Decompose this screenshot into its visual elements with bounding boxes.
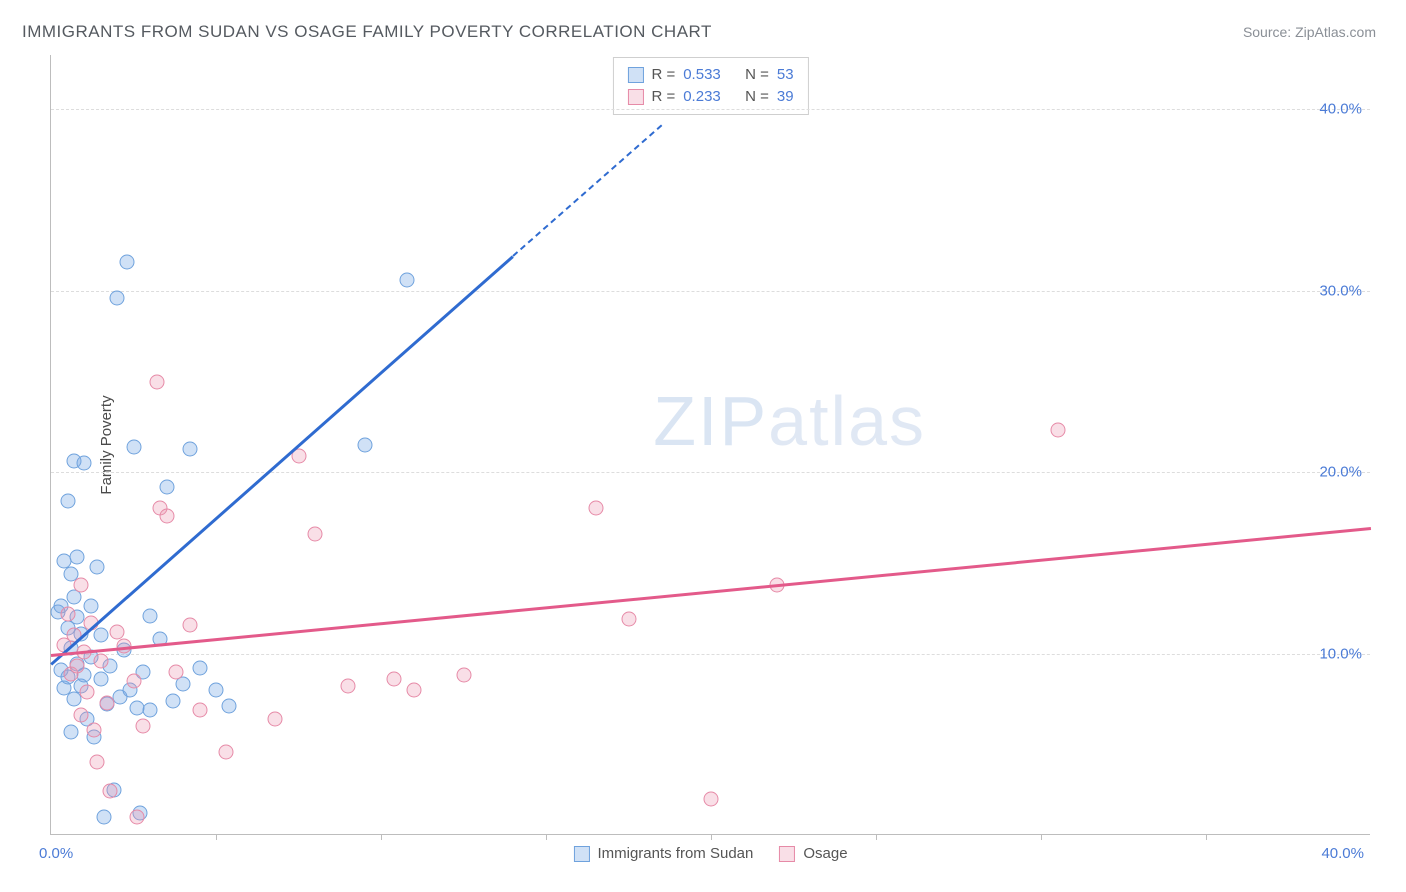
data-point [166, 693, 181, 708]
data-point [169, 664, 184, 679]
data-point [110, 291, 125, 306]
data-point [100, 695, 115, 710]
data-point [93, 672, 108, 687]
data-point [110, 624, 125, 639]
legend-item-sudan: Immigrants from Sudan [573, 845, 753, 862]
data-point [73, 708, 88, 723]
x-tick [1041, 834, 1042, 840]
x-tick [876, 834, 877, 840]
y-axis-label: Family Poverty [98, 395, 115, 494]
swatch-osage [627, 89, 643, 105]
gridline [51, 291, 1370, 292]
data-point [704, 791, 719, 806]
data-point [60, 606, 75, 621]
gridline [51, 654, 1370, 655]
swatch-sudan [573, 846, 589, 862]
data-point [1050, 423, 1065, 438]
x-tick [1206, 834, 1207, 840]
data-point [60, 494, 75, 509]
data-point [70, 550, 85, 565]
data-point [93, 653, 108, 668]
data-point [192, 661, 207, 676]
data-point [90, 755, 105, 770]
gridline [51, 109, 1370, 110]
data-point [387, 672, 402, 687]
x-tick [216, 834, 217, 840]
legend-row-sudan: R = 0.533 N = 53 [627, 64, 793, 86]
data-point [149, 374, 164, 389]
data-point [63, 724, 78, 739]
data-point [588, 501, 603, 516]
series-legend: Immigrants from Sudan Osage [573, 845, 847, 862]
data-point [192, 702, 207, 717]
source-label: Source: ZipAtlas.com [1243, 24, 1376, 40]
data-point [268, 711, 283, 726]
trend-line [512, 124, 662, 256]
data-point [73, 577, 88, 592]
data-point [83, 599, 98, 614]
data-point [308, 526, 323, 541]
swatch-osage [779, 846, 795, 862]
x-tick [711, 834, 712, 840]
data-point [222, 699, 237, 714]
data-point [182, 441, 197, 456]
watermark: ZIPatlas [653, 381, 926, 461]
data-point [621, 612, 636, 627]
data-point [400, 272, 415, 287]
data-point [103, 784, 118, 799]
x-tick [381, 834, 382, 840]
gridline [51, 472, 1370, 473]
data-point [90, 559, 105, 574]
y-tick-label: 10.0% [1319, 645, 1362, 662]
data-point [159, 479, 174, 494]
legend-row-osage: R = 0.233 N = 39 [627, 86, 793, 108]
data-point [143, 702, 158, 717]
y-tick-label: 20.0% [1319, 464, 1362, 481]
data-point [119, 254, 134, 269]
y-tick-label: 40.0% [1319, 101, 1362, 118]
data-point [456, 668, 471, 683]
x-axis-max-label: 40.0% [1321, 845, 1364, 862]
data-point [96, 809, 111, 824]
data-point [93, 628, 108, 643]
data-point [77, 456, 92, 471]
data-point [407, 682, 422, 697]
data-point [86, 722, 101, 737]
scatter-plot: Family Poverty ZIPatlas R = 0.533 N = 53… [50, 55, 1370, 835]
trend-line [50, 255, 514, 665]
data-point [126, 439, 141, 454]
data-point [143, 608, 158, 623]
data-point [126, 673, 141, 688]
data-point [136, 719, 151, 734]
data-point [159, 508, 174, 523]
data-point [182, 617, 197, 632]
x-tick [546, 834, 547, 840]
data-point [80, 684, 95, 699]
x-axis-min-label: 0.0% [39, 845, 73, 862]
data-point [357, 438, 372, 453]
trend-line [51, 527, 1371, 656]
data-point [70, 659, 85, 674]
data-point [218, 744, 233, 759]
data-point [341, 679, 356, 694]
y-tick-label: 30.0% [1319, 282, 1362, 299]
data-point [129, 809, 144, 824]
swatch-sudan [627, 67, 643, 83]
data-point [176, 677, 191, 692]
correlation-legend: R = 0.533 N = 53 R = 0.233 N = 39 [612, 57, 808, 115]
data-point [209, 682, 224, 697]
legend-item-osage: Osage [779, 845, 847, 862]
chart-title: IMMIGRANTS FROM SUDAN VS OSAGE FAMILY PO… [22, 22, 712, 42]
